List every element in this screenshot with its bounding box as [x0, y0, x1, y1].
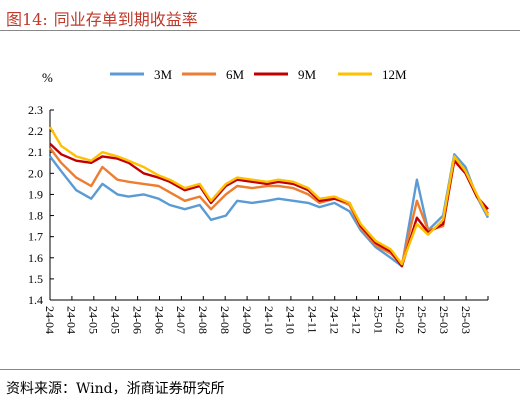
source-rule [0, 369, 520, 370]
figure-number: 图14: [6, 10, 48, 29]
y-tick-label: 1.7 [28, 230, 43, 244]
legend: 3M 6M 9M 12M [110, 67, 407, 82]
x-tick-label: 24-04 [65, 306, 79, 334]
x-axis: 24-04 24-04 24-05 24-05 24-06 24-06 24-07 24-08… [43, 296, 489, 334]
x-tick-label: 24-07 [174, 306, 188, 334]
x-tick-label: 24-09 [240, 306, 254, 334]
series-line-3m [49, 153, 490, 268]
y-tick-label: 1.6 [28, 251, 43, 265]
legend-label-6m: 6M [226, 67, 245, 82]
x-tick-label: 24-06 [130, 306, 144, 334]
y-tick-label: 2.3 [28, 103, 43, 117]
x-tick-label: 25-02 [393, 306, 407, 334]
x-tick-label: 24-12 [349, 306, 363, 334]
series-line-12m [48, 126, 490, 266]
legend-label-3m: 3M [154, 67, 173, 82]
x-tick-label: 25-02 [415, 306, 429, 334]
y-tick-label: 1.8 [28, 209, 43, 223]
x-tick-label: 24-05 [108, 306, 122, 334]
legend-label-9m: 9M [298, 67, 317, 82]
y-tick-label: 2.2 [28, 124, 43, 138]
series-line-6m [49, 147, 489, 266]
x-tick-label: 24-11 [306, 306, 320, 334]
figure-title: 图14: 同业存单到期收益率 [6, 6, 198, 30]
title-rule [0, 30, 520, 31]
x-tick-label: 24-10 [262, 306, 276, 334]
x-tick-label: 24-08 [218, 306, 232, 334]
x-tick-label: 25-03 [459, 306, 473, 334]
figure-title-text: 同业存单到期收益率 [53, 10, 198, 29]
legend-label-12m: 12M [382, 67, 407, 82]
source-note: 资料来源：Wind，浙商证券研究所 [6, 381, 225, 397]
x-tick-label: 24-04 [43, 306, 57, 334]
x-tick-label: 24-05 [87, 306, 101, 334]
x-tick-label: 25-03 [437, 306, 451, 334]
x-tick-label: 24-12 [328, 306, 342, 334]
y-unit-label: % [42, 70, 53, 85]
x-tick-label: 24-10 [284, 306, 298, 334]
series-lines [48, 126, 490, 268]
y-tick-label: 2.0 [28, 166, 43, 180]
y-axis: 1.4 1.5 1.6 1.7 1.8 1.9 2.0 2.1 2.2 2.3 [28, 103, 54, 307]
x-tick-label: 24-06 [152, 306, 166, 334]
y-tick-label: 1.4 [28, 293, 43, 307]
x-tick-label: 24-08 [196, 306, 210, 334]
y-tick-label: 1.9 [28, 187, 43, 201]
y-tick-label: 1.5 [28, 272, 43, 286]
series-line-9m [49, 142, 489, 268]
y-tick-label: 2.1 [28, 145, 43, 159]
x-tick-label: 25-01 [371, 306, 385, 334]
line-chart: 3M 6M 9M 12M % 1.4 1.5 1.6 1.7 1.8 1.9 2.0 2.1 2.2 2… [28, 67, 490, 334]
